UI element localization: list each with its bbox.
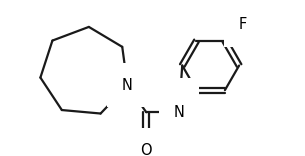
Text: N: N — [174, 105, 185, 120]
Text: H: H — [174, 93, 185, 108]
Text: O: O — [140, 143, 152, 156]
Text: N: N — [122, 78, 133, 93]
Text: F: F — [239, 17, 247, 32]
